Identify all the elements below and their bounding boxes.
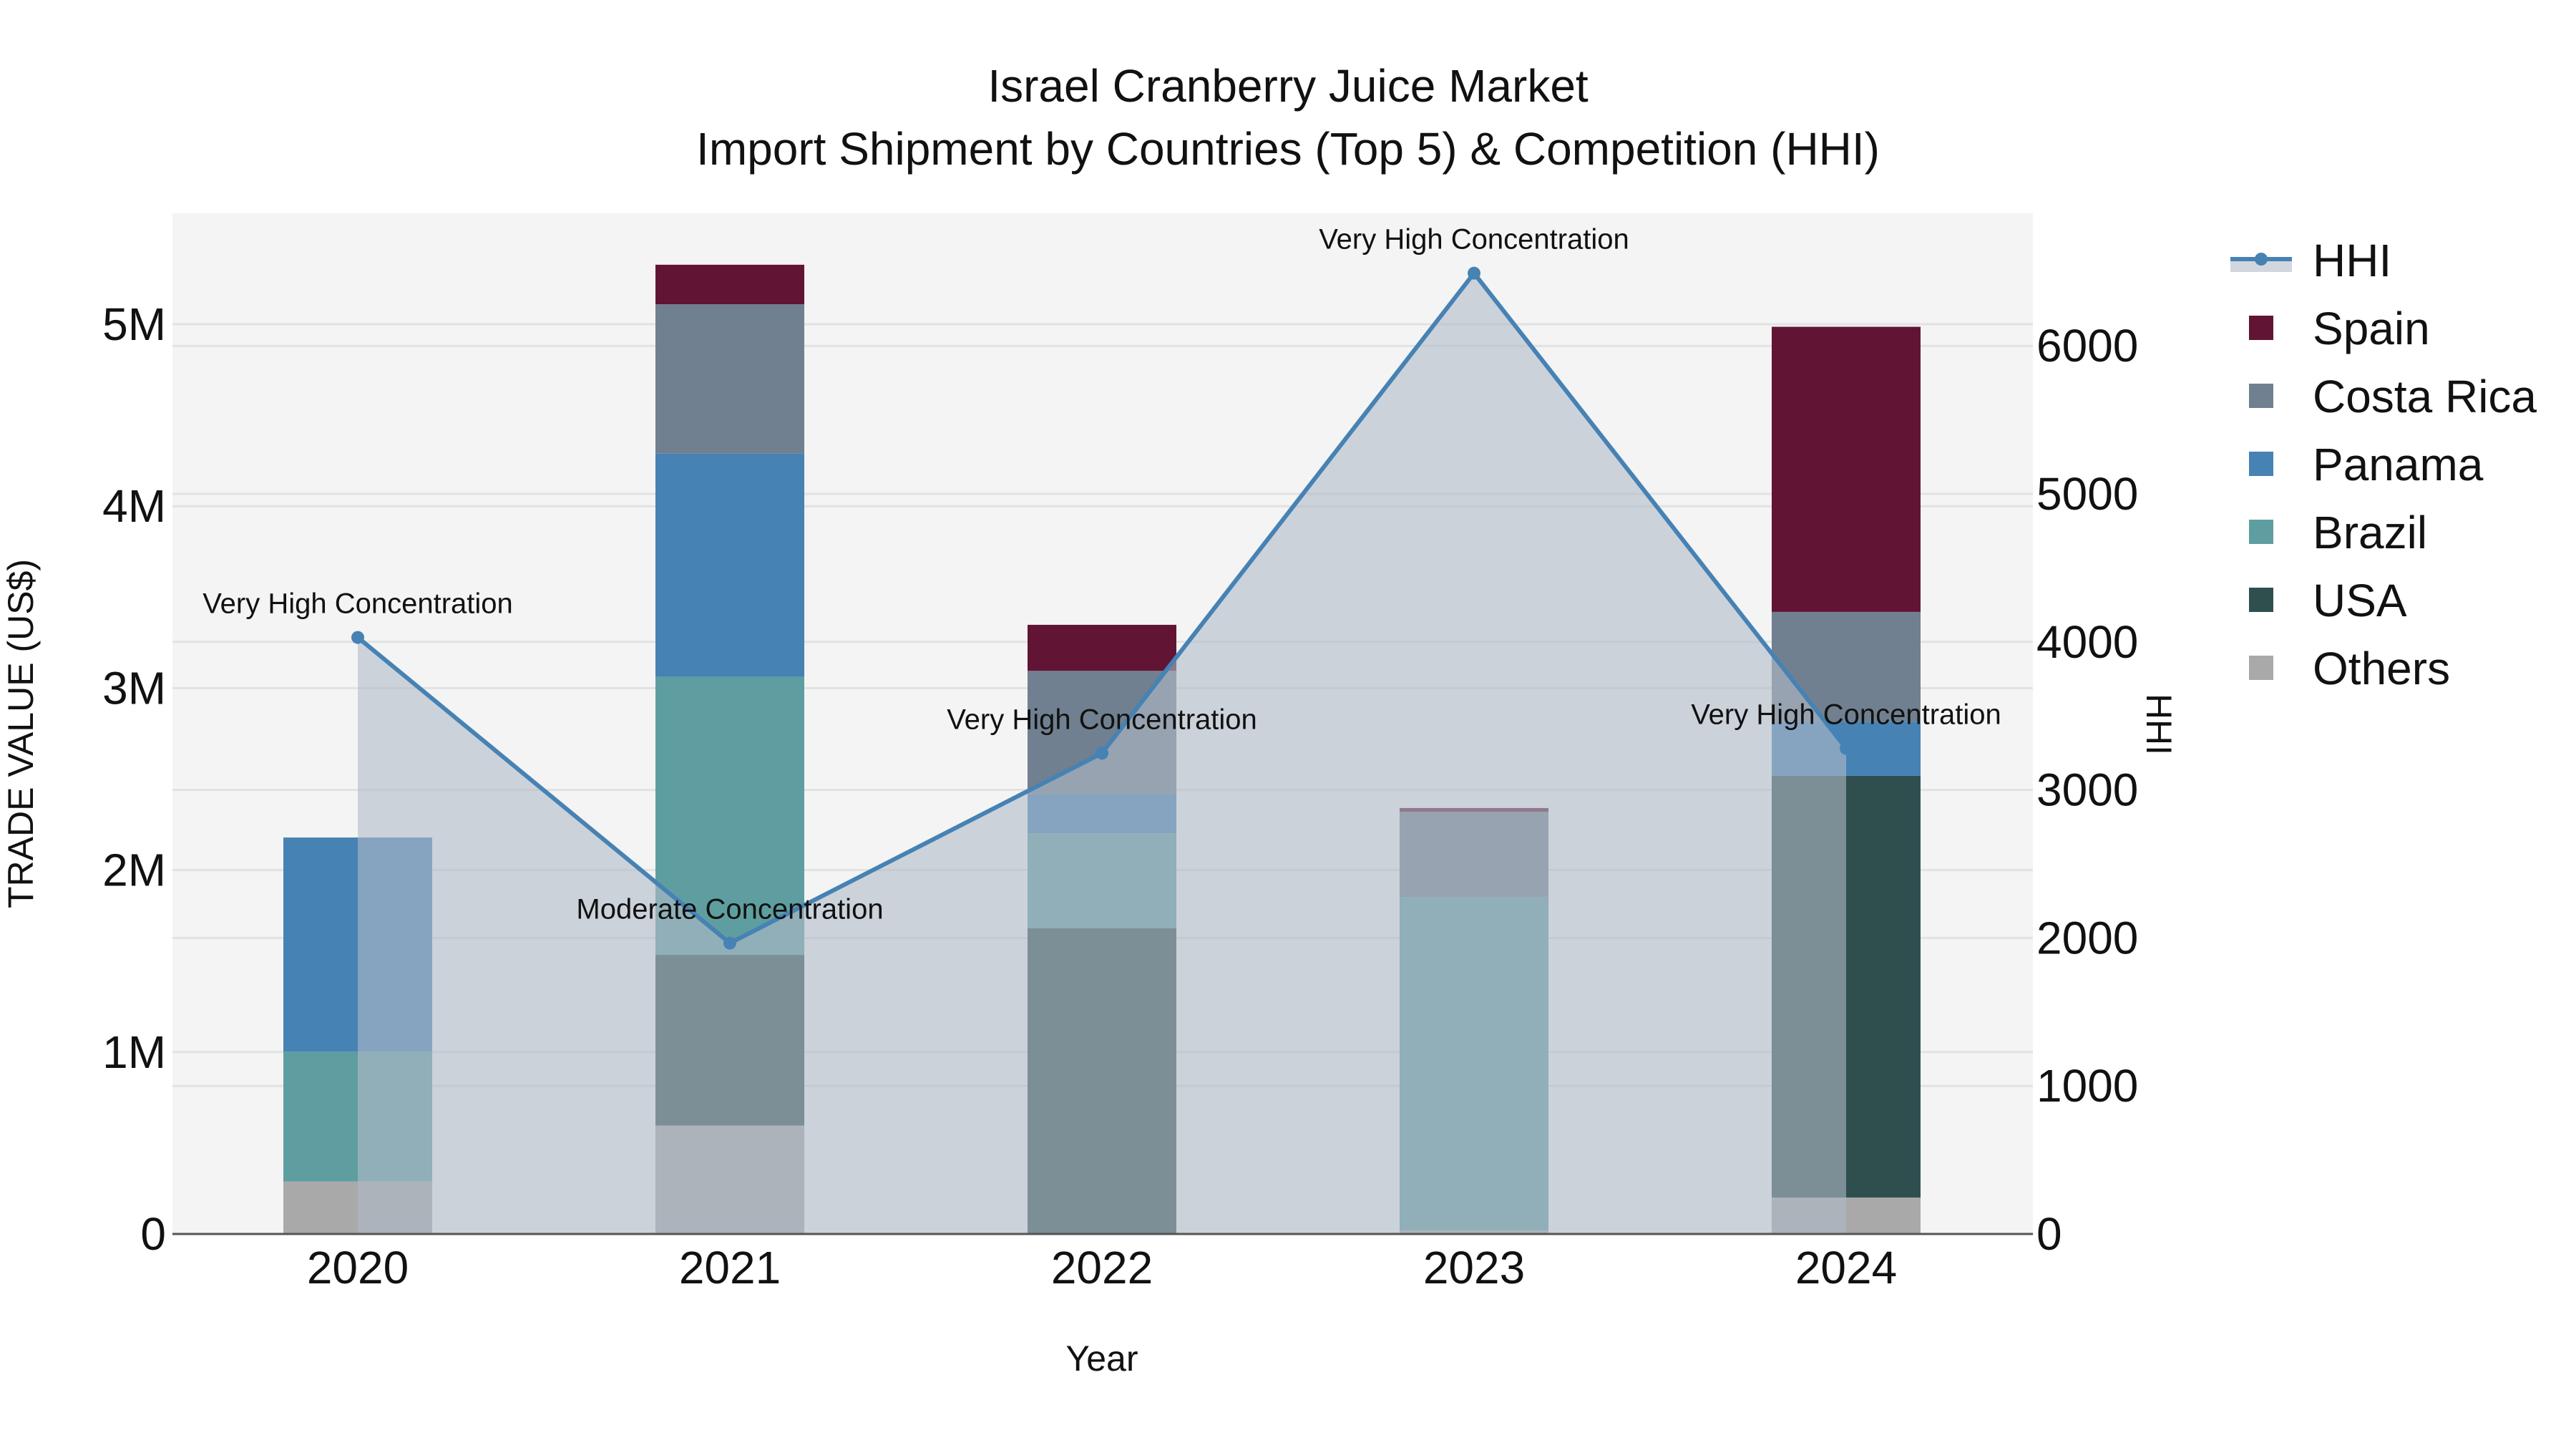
hhi-annotation: Very High Concentration bbox=[1691, 699, 2001, 731]
legend-label: Brazil bbox=[2313, 507, 2427, 558]
x-axis-ticks: 2020 2021 2022 2023 2024 bbox=[307, 1242, 1897, 1293]
y2-tick-label: 3000 bbox=[2036, 764, 2138, 816]
bar-segment-spain[interactable] bbox=[655, 264, 804, 305]
x-tick-label: 2024 bbox=[1795, 1242, 1897, 1293]
hhi-marker[interactable] bbox=[1840, 742, 1853, 755]
y-tick-label: 1M bbox=[102, 1026, 166, 1078]
legend: HHI Spain Costa Rica Panama Brazil USA Others bbox=[2230, 235, 2537, 694]
legend-marker-icon bbox=[2255, 253, 2268, 266]
hhi-annotation: Moderate Concentration bbox=[576, 894, 883, 925]
x-tick-label: 2021 bbox=[679, 1242, 781, 1293]
legend-label: USA bbox=[2313, 575, 2407, 626]
y2-tick-label: 1000 bbox=[2036, 1060, 2138, 1112]
legend-item-usa[interactable]: USA bbox=[2249, 575, 2407, 626]
y-axis-title: TRADE VALUE (US$) bbox=[1, 559, 41, 908]
y-axis-ticks: 0 1M 2M 3M 4M 5M bbox=[102, 298, 166, 1260]
y2-axis-title: HHI bbox=[2139, 694, 2179, 755]
y-tick-label: 3M bbox=[102, 662, 166, 714]
legend-area-swatch bbox=[2230, 261, 2292, 272]
hhi-annotations: Very High Concentration Moderate Concentr… bbox=[203, 224, 2001, 925]
hhi-annotation: Very High Concentration bbox=[947, 704, 1257, 735]
y2-tick-label: 4000 bbox=[2036, 616, 2138, 668]
hhi-marker[interactable] bbox=[723, 936, 736, 950]
x-axis-title: Year bbox=[1065, 1338, 1138, 1379]
legend-swatch-icon bbox=[2249, 588, 2273, 612]
y2-tick-label: 5000 bbox=[2036, 468, 2138, 520]
bar-segment-panama[interactable] bbox=[655, 453, 804, 677]
y2-tick-label: 0 bbox=[2036, 1208, 2062, 1260]
bar-segment-spain[interactable] bbox=[1772, 326, 1921, 612]
legend-label: Panama bbox=[2313, 439, 2484, 490]
legend-swatch-icon bbox=[2249, 656, 2273, 680]
y2-tick-label: 2000 bbox=[2036, 912, 2138, 963]
legend-label: Costa Rica bbox=[2313, 371, 2537, 422]
hhi-marker[interactable] bbox=[1096, 747, 1108, 760]
legend-swatch-icon bbox=[2249, 452, 2273, 476]
legend-item-spain[interactable]: Spain bbox=[2249, 303, 2430, 354]
bar-segment-costa-rica[interactable] bbox=[655, 304, 804, 454]
hhi-line bbox=[351, 266, 1853, 950]
y-tick-label: 0 bbox=[140, 1208, 166, 1260]
legend-item-brazil[interactable]: Brazil bbox=[2249, 507, 2427, 558]
hhi-annotation: Very High Concentration bbox=[1319, 224, 1629, 256]
hhi-annotation: Very High Concentration bbox=[203, 588, 513, 620]
x-tick-label: 2020 bbox=[307, 1242, 409, 1293]
y2-axis-ticks: 0 1000 2000 3000 4000 5000 6000 bbox=[2036, 320, 2138, 1260]
chart-title: Israel Cranberry Juice Market bbox=[987, 60, 1589, 112]
legend-label: Spain bbox=[2313, 303, 2430, 354]
x-tick-label: 2022 bbox=[1051, 1242, 1153, 1293]
bar-segment-spain[interactable] bbox=[1028, 624, 1176, 671]
legend-item-hhi[interactable]: HHI bbox=[2230, 235, 2391, 286]
chart-subtitle: Import Shipment by Countries (Top 5) & C… bbox=[696, 123, 1880, 175]
legend-item-panama[interactable]: Panama bbox=[2249, 439, 2484, 490]
y-tick-label: 4M bbox=[102, 480, 166, 532]
legend-label: HHI bbox=[2313, 235, 2391, 286]
y-tick-label: 2M bbox=[102, 845, 166, 896]
legend-swatch-icon bbox=[2249, 520, 2273, 544]
legend-item-costa-rica[interactable]: Costa Rica bbox=[2249, 371, 2537, 422]
hhi-marker[interactable] bbox=[1468, 266, 1480, 280]
legend-swatch-icon bbox=[2249, 384, 2273, 408]
legend-item-others[interactable]: Others bbox=[2249, 643, 2450, 694]
hhi-marker[interactable] bbox=[351, 631, 364, 644]
x-tick-label: 2023 bbox=[1423, 1242, 1525, 1293]
legend-label: Others bbox=[2313, 643, 2450, 694]
y-tick-label: 5M bbox=[102, 298, 166, 350]
legend-swatch-icon bbox=[2249, 316, 2273, 340]
y2-tick-label: 6000 bbox=[2036, 320, 2138, 371]
